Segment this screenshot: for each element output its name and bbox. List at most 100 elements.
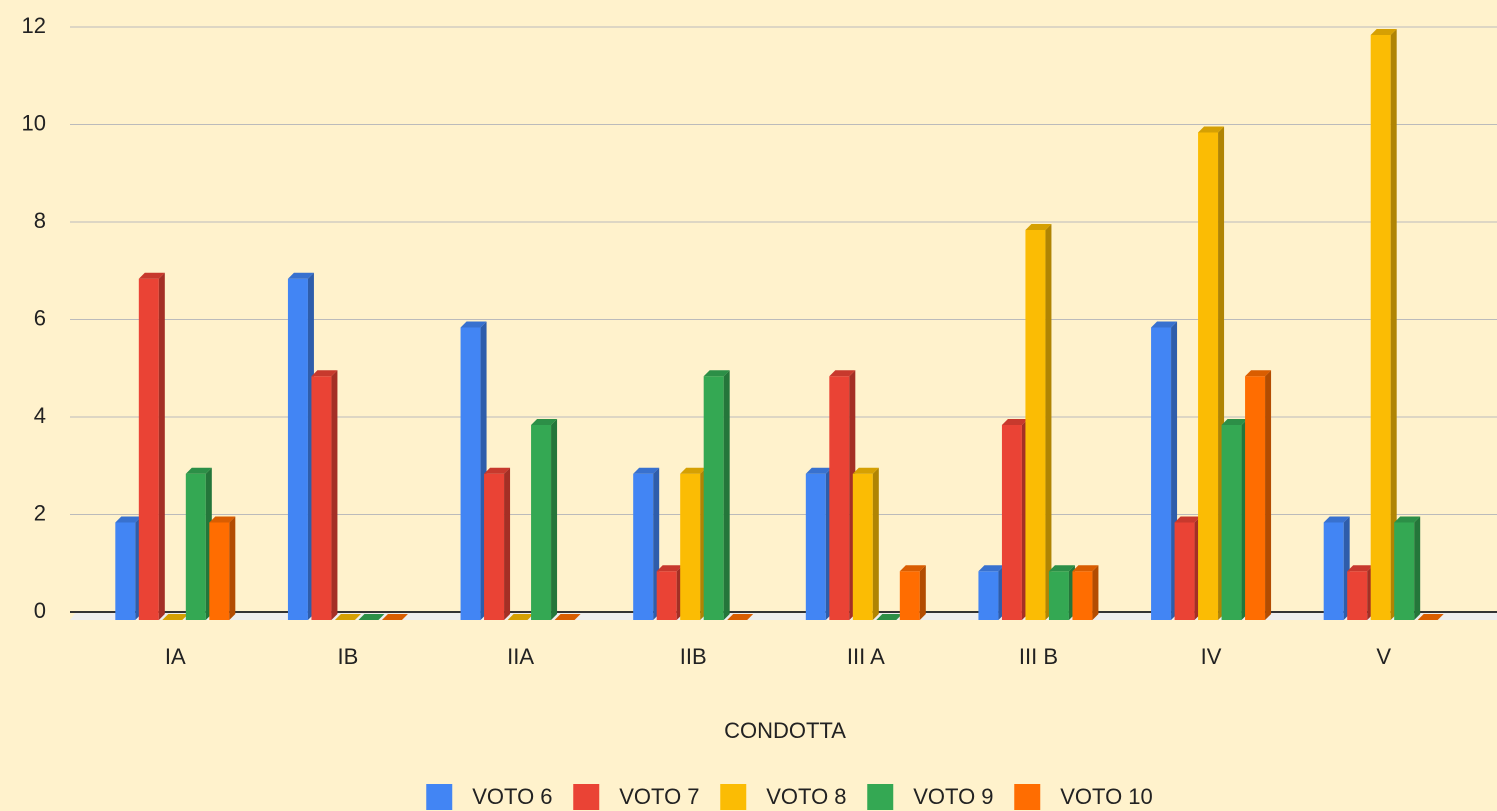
bar-face bbox=[484, 473, 505, 620]
bar-face bbox=[1221, 425, 1242, 620]
bar-face bbox=[1198, 132, 1219, 620]
bar-face bbox=[381, 614, 408, 620]
bar-face bbox=[1072, 565, 1099, 572]
bar-face bbox=[1174, 522, 1195, 620]
bar bbox=[852, 467, 879, 620]
bar bbox=[1001, 419, 1028, 620]
bar-face bbox=[1045, 224, 1052, 620]
bar-face bbox=[358, 614, 385, 620]
bar-face bbox=[1417, 614, 1444, 620]
x-tick-label: V bbox=[1376, 644, 1391, 669]
bar bbox=[1347, 565, 1374, 620]
bar-face bbox=[1323, 522, 1344, 620]
bar bbox=[1174, 516, 1201, 620]
bar bbox=[185, 467, 212, 620]
bar bbox=[1198, 126, 1225, 620]
bar bbox=[1417, 614, 1444, 620]
x-tick-label: IB bbox=[338, 644, 359, 669]
bar-face bbox=[334, 614, 361, 620]
bar bbox=[531, 419, 558, 620]
bar-face bbox=[531, 425, 552, 620]
bar-face bbox=[1323, 516, 1350, 523]
bar bbox=[334, 614, 361, 620]
bar-face bbox=[1265, 370, 1272, 620]
bar bbox=[899, 565, 926, 620]
bar bbox=[1221, 419, 1248, 620]
bar-face bbox=[1370, 29, 1397, 35]
bar-face bbox=[680, 473, 701, 620]
bar-face bbox=[852, 467, 879, 474]
bar-face bbox=[1025, 224, 1052, 230]
bar-face bbox=[1347, 571, 1368, 620]
bar-face bbox=[1394, 516, 1421, 523]
bar-face bbox=[311, 376, 332, 620]
bar bbox=[1072, 565, 1099, 620]
bar bbox=[1370, 29, 1397, 620]
x-tick-label: IIB bbox=[680, 644, 707, 669]
bar bbox=[829, 370, 856, 620]
bar-face bbox=[919, 565, 926, 620]
bar-face bbox=[1001, 425, 1022, 620]
bar-face bbox=[656, 571, 677, 620]
bar-face bbox=[1370, 35, 1391, 620]
legend-label: VOTO 6 bbox=[472, 784, 552, 809]
bar-face bbox=[1174, 516, 1201, 523]
bar-face bbox=[829, 370, 856, 377]
bar bbox=[1048, 565, 1075, 620]
bar-face bbox=[138, 272, 165, 279]
bar-face bbox=[1394, 522, 1415, 620]
floor bbox=[70, 612, 1497, 620]
bar-face bbox=[115, 522, 136, 620]
bar bbox=[507, 614, 534, 620]
legend-swatch bbox=[720, 784, 747, 810]
bar-face bbox=[1151, 327, 1172, 620]
bar-face bbox=[1092, 565, 1099, 620]
y-tick-label: 8 bbox=[34, 208, 46, 233]
bar-face bbox=[504, 467, 511, 620]
bar-face bbox=[1414, 516, 1421, 620]
y-tick-label: 12 bbox=[22, 13, 46, 38]
bar bbox=[460, 321, 487, 620]
bar-face bbox=[209, 516, 236, 523]
bar bbox=[138, 272, 165, 620]
bar-face bbox=[805, 467, 832, 474]
bar bbox=[978, 565, 1005, 620]
bar-face bbox=[507, 614, 534, 620]
x-tick-label: IA bbox=[165, 644, 186, 669]
y-tick-label: 0 bbox=[34, 598, 46, 623]
legend-swatch bbox=[867, 784, 894, 810]
bar-face bbox=[551, 419, 558, 620]
bar bbox=[1394, 516, 1421, 620]
bar-face bbox=[185, 473, 206, 620]
bar bbox=[209, 516, 236, 620]
bar bbox=[162, 614, 189, 620]
bar bbox=[1151, 321, 1178, 620]
bar bbox=[115, 516, 142, 620]
bar-face bbox=[331, 370, 338, 620]
legend-label: VOTO 10 bbox=[1060, 784, 1153, 809]
bar-face bbox=[872, 467, 879, 620]
bar-face bbox=[1048, 565, 1075, 572]
bar bbox=[1245, 370, 1272, 620]
x-tick-label: III B bbox=[1019, 644, 1058, 669]
bar-face bbox=[185, 467, 212, 474]
legend-swatch bbox=[1014, 784, 1041, 810]
legend-swatch bbox=[573, 784, 600, 810]
bar-face bbox=[531, 419, 558, 425]
bar bbox=[805, 467, 832, 620]
bar bbox=[876, 614, 903, 620]
bar-face bbox=[723, 370, 730, 620]
bar-face bbox=[727, 614, 754, 620]
bar-face bbox=[899, 565, 926, 572]
bar-face bbox=[829, 376, 850, 620]
bar-face bbox=[703, 370, 730, 377]
legend-label: VOTO 8 bbox=[766, 784, 846, 809]
bar-face bbox=[703, 376, 724, 620]
bar-face bbox=[162, 614, 189, 620]
bar-face bbox=[554, 614, 581, 620]
y-tick-label: 2 bbox=[34, 500, 46, 525]
bar-face bbox=[1048, 571, 1069, 620]
bar-face bbox=[484, 467, 511, 474]
